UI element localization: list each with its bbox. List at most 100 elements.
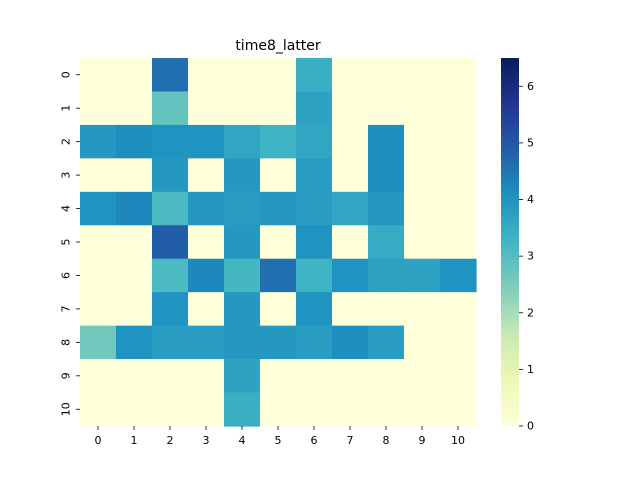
heatmap-cell-r7-c10 — [440, 292, 477, 327]
heatmap-cell-r9-c1 — [116, 359, 153, 394]
heatmap-cell-r10-c2 — [152, 392, 189, 427]
x-tick-label: 2 — [167, 434, 174, 447]
heatmap-cell-r3-c2 — [152, 158, 189, 193]
heatmap-cell-r7-c5 — [260, 292, 297, 327]
heatmap-cell-r9-c3 — [188, 359, 225, 394]
heatmap-cell-r10-c6 — [296, 392, 333, 427]
x-tick-label: 9 — [419, 434, 426, 447]
heatmap-cell-r9-c8 — [368, 359, 405, 394]
heatmap-cell-r1-c4 — [224, 91, 261, 126]
x-tick-label: 4 — [239, 434, 246, 447]
heatmap-cell-r1-c5 — [260, 91, 297, 126]
heatmap-cell-r2-c8 — [368, 124, 405, 159]
heatmap-cell-r9-c9 — [404, 359, 441, 394]
heatmap-cell-r10-c9 — [404, 392, 441, 427]
heatmap-cell-r3-c10 — [440, 158, 477, 193]
heatmap-cell-r1-c1 — [116, 91, 153, 126]
y-tick-label: 8 — [60, 339, 73, 346]
y-tick-label: 5 — [60, 239, 73, 246]
heatmap-cell-r6-c7 — [332, 258, 369, 293]
heatmap-cell-r8-c8 — [368, 325, 405, 360]
heatmap-cells — [80, 58, 477, 427]
y-axis-ticks: 0 1 2 3 4 5 6 7 8 9 10 — [60, 71, 80, 416]
heatmap-cell-r8-c0 — [80, 325, 117, 360]
colorbar-tick-label: 5 — [527, 136, 534, 149]
heatmap-cell-r2-c3 — [188, 124, 225, 159]
y-tick-label: 2 — [60, 138, 73, 145]
heatmap-cell-r4-c4 — [224, 191, 261, 226]
heatmap-cell-r5-c4 — [224, 225, 261, 260]
heatmap-cell-r6-c8 — [368, 258, 405, 293]
x-tick-label: 10 — [451, 434, 465, 447]
heatmap-cell-r5-c6 — [296, 225, 333, 260]
heatmap-cell-r7-c9 — [404, 292, 441, 327]
y-tick-label: 7 — [60, 305, 73, 312]
x-tick-label: 0 — [95, 434, 102, 447]
heatmap-cell-r6-c2 — [152, 258, 189, 293]
heatmap-cell-r8-c9 — [404, 325, 441, 360]
heatmap-cell-r8-c1 — [116, 325, 153, 360]
heatmap-cell-r10-c1 — [116, 392, 153, 427]
colorbar-tick-label: 2 — [527, 306, 534, 319]
heatmap-cell-r10-c4 — [224, 392, 261, 427]
heatmap-cell-r6-c0 — [80, 258, 117, 293]
heatmap-cell-r9-c4 — [224, 359, 261, 394]
heatmap-cell-r10-c3 — [188, 392, 225, 427]
heatmap-cell-r9-c2 — [152, 359, 189, 394]
heatmap-cell-r0-c3 — [188, 58, 225, 93]
heatmap-cell-r1-c3 — [188, 91, 225, 126]
heatmap-cell-r5-c8 — [368, 225, 405, 260]
heatmap-cell-r2-c4 — [224, 124, 261, 159]
heatmap-cell-r3-c5 — [260, 158, 297, 193]
heatmap-cell-r1-c9 — [404, 91, 441, 126]
heatmap-cell-r10-c0 — [80, 392, 117, 427]
heatmap-cell-r5-c3 — [188, 225, 225, 260]
heatmap-cell-r4-c9 — [404, 191, 441, 226]
heatmap-cell-r5-c7 — [332, 225, 369, 260]
heatmap-cell-r2-c1 — [116, 124, 153, 159]
heatmap-cell-r2-c9 — [404, 124, 441, 159]
heatmap-cell-r0-c7 — [332, 58, 369, 93]
heatmap-cell-r9-c10 — [440, 359, 477, 394]
heatmap-cell-r0-c1 — [116, 58, 153, 93]
x-tick-label: 1 — [131, 434, 138, 447]
heatmap-cell-r0-c2 — [152, 58, 189, 93]
heatmap-cell-r2-c2 — [152, 124, 189, 159]
heatmap-cell-r10-c5 — [260, 392, 297, 427]
heatmap-cell-r10-c10 — [440, 392, 477, 427]
heatmap-cell-r0-c10 — [440, 58, 477, 93]
heatmap-cell-r5-c1 — [116, 225, 153, 260]
heatmap-cell-r4-c10 — [440, 191, 477, 226]
heatmap-cell-r6-c5 — [260, 258, 297, 293]
chart-title: time8_latter — [235, 38, 321, 54]
heatmap-cell-r4-c0 — [80, 191, 117, 226]
heatmap-cell-r6-c4 — [224, 258, 261, 293]
heatmap-cell-r0-c0 — [80, 58, 117, 93]
x-tick-label: 5 — [275, 434, 282, 447]
heatmap-cell-r0-c8 — [368, 58, 405, 93]
colorbar-tick-label: 0 — [527, 420, 534, 433]
heatmap-cell-r3-c9 — [404, 158, 441, 193]
heatmap-cell-r7-c1 — [116, 292, 153, 327]
heatmap-cell-r7-c3 — [188, 292, 225, 327]
heatmap-cell-r1-c7 — [332, 91, 369, 126]
heatmap-cell-r1-c0 — [80, 91, 117, 126]
heatmap-cell-r3-c7 — [332, 158, 369, 193]
heatmap-cell-r3-c6 — [296, 158, 333, 193]
colorbar: 0 1 2 3 4 5 6 — [501, 58, 534, 433]
heatmap-cell-r7-c0 — [80, 292, 117, 327]
heatmap-cell-r3-c3 — [188, 158, 225, 193]
colorbar-tick-label: 4 — [527, 193, 534, 206]
heatmap-cell-r4-c1 — [116, 191, 153, 226]
heatmap-cell-r5-c5 — [260, 225, 297, 260]
y-tick-label: 0 — [60, 71, 73, 78]
heatmap-cell-r7-c2 — [152, 292, 189, 327]
heatmap-cell-r4-c2 — [152, 191, 189, 226]
heatmap-cell-r0-c5 — [260, 58, 297, 93]
colorbar-gradient — [501, 58, 519, 426]
heatmap-cell-r4-c5 — [260, 191, 297, 226]
heatmap-cell-r7-c8 — [368, 292, 405, 327]
heatmap-cell-r4-c3 — [188, 191, 225, 226]
heatmap-cell-r0-c9 — [404, 58, 441, 93]
